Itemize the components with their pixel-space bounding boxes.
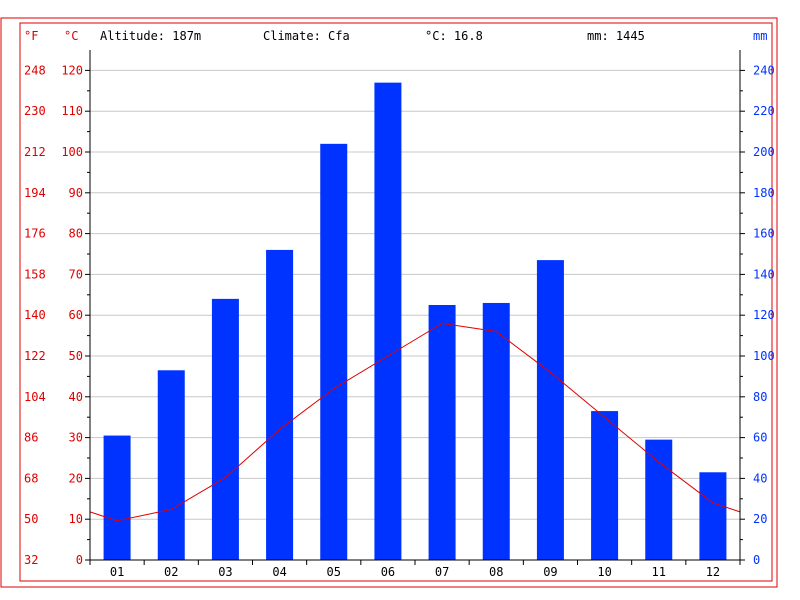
- celsius-tick-label-3: 30: [69, 431, 83, 445]
- precipitation-bar-08: [482, 302, 510, 560]
- mm-tick-label-11: 220: [753, 104, 775, 118]
- mean-temperature-label: °C: 16.8: [425, 29, 483, 43]
- fahrenheit-tick-label-4: 104: [24, 390, 46, 404]
- precipitation-bar-12: [699, 472, 727, 560]
- temperature-point-07: [441, 322, 443, 325]
- celsius-tick-label-11: 110: [61, 104, 83, 118]
- celsius-tick-label-8: 80: [69, 227, 83, 241]
- temperature-line: [89, 322, 741, 522]
- fahrenheit-tick-label-6: 140: [24, 308, 46, 322]
- precipitation-bar-09: [536, 260, 564, 560]
- month-tick-label-06: 06: [381, 565, 395, 579]
- precipitation-bar-06: [374, 82, 402, 560]
- month-tick-label-11: 11: [652, 565, 666, 579]
- month-tick-label-04: 04: [272, 565, 286, 579]
- celsius-tick-label-2: 20: [69, 471, 83, 485]
- fahrenheit-tick-label-7: 158: [24, 267, 46, 281]
- temperature-point-01: [116, 520, 118, 522]
- temperature-point-10: [603, 416, 606, 419]
- mm-tick-label-6: 120: [753, 308, 775, 322]
- precipitation-bar-10: [591, 411, 619, 560]
- celsius-tick-label-9: 90: [69, 186, 83, 200]
- month-tick-label-10: 10: [597, 565, 611, 579]
- celsius-tick-label-7: 70: [69, 267, 83, 281]
- fahrenheit-tick-label-9: 194: [24, 186, 46, 200]
- precipitation-bar-02: [157, 370, 185, 560]
- fahrenheit-tick-label-1: 50: [24, 512, 38, 526]
- axes: [85, 50, 745, 565]
- mm-tick-label-8: 160: [753, 227, 775, 241]
- temperature-series: [89, 322, 741, 522]
- month-tick-label-03: 03: [218, 565, 232, 579]
- month-tick-label-09: 09: [543, 565, 557, 579]
- precipitation-bar-11: [645, 439, 673, 560]
- precipitation-bar-01: [103, 435, 131, 560]
- celsius-tick-label-5: 50: [69, 349, 83, 363]
- fahrenheit-tick-labels: 32 50 68 86 104 122 140 158 176 194 212 230 248: [24, 63, 46, 567]
- altitude-label: Altitude: 187m: [100, 29, 201, 43]
- temperature-point-05: [332, 387, 335, 390]
- precipitation-bar-03: [211, 298, 239, 560]
- precipitation-bar-07: [428, 305, 456, 560]
- temperature-point-02: [170, 508, 173, 511]
- fahrenheit-tick-label-3: 86: [24, 431, 38, 445]
- mm-tick-label-7: 140: [753, 267, 775, 281]
- celsius-tick-label-1: 10: [69, 512, 83, 526]
- chart-frame-outer: [0, 17, 778, 588]
- celsius-tick-label-6: 60: [69, 308, 83, 322]
- mm-tick-label-5: 100: [753, 349, 775, 363]
- precipitation-bar-05: [320, 143, 348, 560]
- mm-tick-label-3: 60: [753, 431, 767, 445]
- grid-lines: [90, 69, 740, 520]
- mm-tick-label-2: 40: [753, 471, 767, 485]
- chart-frame-inner: [19, 22, 773, 582]
- mm-tick-label-9: 180: [753, 186, 775, 200]
- mm-tick-label-12: 240: [753, 63, 775, 77]
- month-tick-labels: 01 02 03 04 05 06 07 08 09 10 11 12: [110, 565, 720, 579]
- celsius-tick-label-0: 0: [76, 553, 83, 567]
- temperature-point-03: [224, 476, 227, 479]
- mm-tick-label-4: 80: [753, 390, 767, 404]
- fahrenheit-tick-label-11: 230: [24, 104, 46, 118]
- month-tick-label-07: 07: [435, 565, 449, 579]
- mm-tick-label-10: 200: [753, 145, 775, 159]
- temperature-point-06: [387, 355, 389, 357]
- month-tick-label-02: 02: [164, 565, 178, 579]
- climate-label: Climate: Cfa: [263, 29, 350, 43]
- celsius-tick-label-4: 40: [69, 390, 83, 404]
- fahrenheit-tick-label-2: 68: [24, 471, 38, 485]
- fahrenheit-tick-label-8: 176: [24, 227, 46, 241]
- fahrenheit-tick-label-0: 32: [24, 553, 38, 567]
- month-tick-label-05: 05: [327, 565, 341, 579]
- month-tick-label-08: 08: [489, 565, 503, 579]
- month-tick-label-01: 01: [110, 565, 124, 579]
- mm-tick-labels: 0 20 40 60 80 100 120 140 160 180 200 220 240: [753, 63, 775, 567]
- precipitation-total-label: mm: 1445: [587, 29, 645, 43]
- temperature-point-11: [657, 461, 660, 463]
- celsius-tick-labels: 0 10 20 30 40 50 60 70 80 90 100 110 120: [61, 63, 83, 567]
- precipitation-bars: [103, 82, 727, 561]
- celsius-tick-label-12: 120: [61, 63, 83, 77]
- temperature-point-12: [712, 502, 714, 504]
- precipitation-bar-04: [266, 249, 294, 561]
- fahrenheit-tick-label-12: 248: [24, 63, 46, 77]
- unit-mm-label: mm: [753, 29, 767, 43]
- mm-tick-label-1: 20: [753, 512, 767, 526]
- celsius-tick-label-10: 100: [61, 145, 83, 159]
- mm-tick-label-0: 0: [753, 553, 760, 567]
- temperature-point-04: [278, 428, 281, 431]
- month-tick-label-12: 12: [706, 565, 720, 579]
- temperature-point-09: [549, 371, 552, 374]
- fahrenheit-tick-label-5: 122: [24, 349, 46, 363]
- unit-celsius-label: °C: [64, 29, 78, 43]
- unit-fahrenheit-label: °F: [24, 29, 38, 43]
- fahrenheit-tick-label-10: 212: [24, 145, 46, 159]
- temperature-point-08: [495, 330, 498, 333]
